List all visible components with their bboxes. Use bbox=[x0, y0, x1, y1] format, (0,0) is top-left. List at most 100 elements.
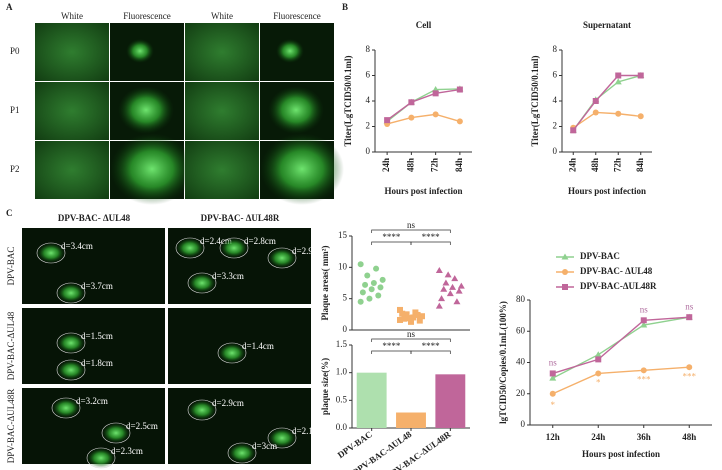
y-tick-label: 0.0 bbox=[336, 422, 348, 432]
y-tick-label: 0.5 bbox=[336, 394, 348, 404]
data-point bbox=[405, 315, 412, 322]
x-tick-label: 48h bbox=[590, 158, 600, 172]
y-tick-label: 1.5 bbox=[336, 339, 348, 349]
legend-label: DPV-BAC-ΔUL48R bbox=[580, 281, 657, 291]
data-point bbox=[549, 370, 556, 377]
fluorescence bbox=[276, 39, 304, 63]
significance: * bbox=[551, 400, 556, 410]
data-point bbox=[446, 290, 454, 297]
data-point bbox=[640, 317, 647, 324]
data-point bbox=[401, 315, 408, 322]
panel-label: B bbox=[342, 2, 348, 12]
bracket bbox=[410, 350, 451, 354]
data-point bbox=[640, 367, 647, 374]
x-tick-label: 72h bbox=[612, 158, 622, 172]
panel-label: C bbox=[6, 208, 13, 218]
legend-marker bbox=[562, 284, 568, 290]
data-point bbox=[416, 317, 423, 324]
data-point bbox=[640, 321, 648, 328]
significance: ns bbox=[549, 358, 558, 368]
y-tick-label: 60 bbox=[516, 325, 526, 335]
data-point bbox=[435, 302, 443, 309]
data-point bbox=[384, 117, 391, 124]
data-point bbox=[457, 282, 465, 289]
y-axis-label: Titer(LgTCID50/0.1ml) bbox=[530, 55, 540, 146]
data-point bbox=[408, 99, 415, 106]
data-point bbox=[455, 287, 463, 294]
column-header: Fluorescence bbox=[273, 11, 320, 21]
y-tick-label: 0 bbox=[366, 146, 371, 156]
data-point bbox=[592, 98, 599, 104]
significance: * bbox=[596, 378, 601, 388]
data-point bbox=[419, 313, 425, 320]
significance: *** bbox=[637, 374, 651, 384]
series-line bbox=[386, 113, 461, 125]
fluorescence bbox=[110, 133, 194, 205]
data-point bbox=[414, 311, 421, 318]
plaque bbox=[51, 397, 81, 419]
data-point bbox=[686, 364, 693, 371]
bar bbox=[356, 372, 387, 428]
y-tick-label: 5 bbox=[343, 293, 348, 303]
data-point bbox=[549, 390, 556, 397]
bracket bbox=[410, 241, 451, 245]
y-tick-label: 8 bbox=[366, 44, 371, 54]
data-point bbox=[444, 271, 452, 278]
data-point bbox=[438, 295, 446, 302]
data-point bbox=[403, 311, 410, 318]
data-point bbox=[435, 266, 443, 273]
x-tick-label: 36h bbox=[637, 432, 651, 442]
plaque bbox=[227, 442, 257, 464]
y-tick-label: 0 bbox=[521, 419, 526, 429]
bar bbox=[435, 374, 466, 428]
x-tick-label: 24h bbox=[591, 432, 605, 442]
plaque bbox=[175, 237, 205, 259]
data-point bbox=[366, 295, 373, 302]
data-point bbox=[549, 374, 557, 381]
row-label: P2 bbox=[10, 164, 20, 174]
measurement: d=3.2cm bbox=[76, 396, 108, 406]
data-point bbox=[397, 316, 403, 323]
micrograph bbox=[185, 82, 259, 140]
y-tick-label: 0 bbox=[553, 146, 558, 156]
significance: **** bbox=[382, 341, 401, 351]
micrograph bbox=[185, 23, 259, 81]
measurement: d=3.3cm bbox=[212, 271, 244, 281]
series-line bbox=[572, 74, 641, 131]
fluorescence bbox=[260, 133, 344, 205]
y-tick-label: 8 bbox=[553, 44, 558, 54]
y-tick-label: 4 bbox=[553, 95, 558, 105]
measurement: d=2.9cm bbox=[212, 398, 244, 408]
data-point bbox=[408, 318, 414, 325]
y-tick-label: 0 bbox=[343, 324, 348, 334]
measurement: d=3.7cm bbox=[81, 281, 113, 291]
data-point bbox=[615, 72, 622, 79]
significance: *** bbox=[683, 371, 697, 381]
significance: **** bbox=[382, 232, 401, 242]
data-point bbox=[370, 280, 377, 286]
data-point bbox=[359, 289, 366, 296]
x-tick-label: 24h bbox=[381, 158, 391, 172]
fluorescence bbox=[126, 39, 154, 63]
plaque bbox=[86, 447, 116, 469]
row-label: P1 bbox=[10, 105, 20, 115]
micrograph bbox=[35, 141, 109, 199]
micrograph bbox=[22, 228, 165, 304]
y-tick-label: 1.0 bbox=[336, 367, 348, 377]
plaque bbox=[56, 282, 86, 304]
data-point bbox=[595, 370, 602, 377]
plaque bbox=[56, 332, 86, 354]
row-label: DPV-BAC-ΔUL48 bbox=[6, 311, 16, 380]
plaque bbox=[267, 427, 297, 449]
bracket bbox=[371, 229, 451, 233]
data-point bbox=[614, 78, 622, 85]
plaque bbox=[56, 359, 86, 381]
bracket bbox=[371, 350, 412, 354]
row-label: P0 bbox=[10, 46, 20, 56]
significance: **** bbox=[422, 341, 441, 351]
data-point bbox=[379, 276, 386, 283]
y-axis-label: Titer(LgTCID50/0.1ml) bbox=[343, 55, 353, 146]
column-header: White bbox=[211, 11, 233, 21]
measurement: d=2.4cm bbox=[200, 236, 232, 246]
y-tick-label: 4 bbox=[366, 95, 371, 105]
